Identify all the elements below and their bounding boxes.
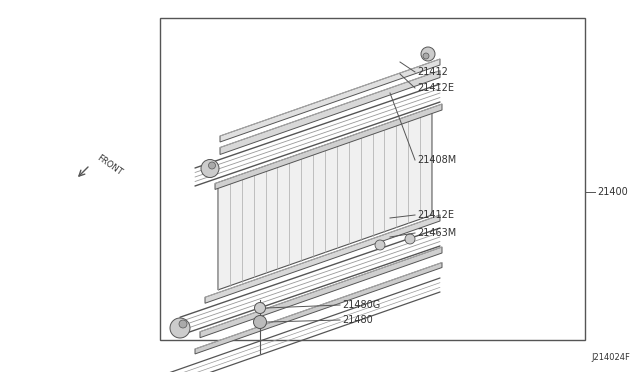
- Circle shape: [201, 160, 219, 177]
- Text: 21480: 21480: [342, 315, 372, 325]
- Polygon shape: [215, 104, 442, 189]
- Text: 21408M: 21408M: [417, 155, 456, 165]
- Circle shape: [209, 162, 216, 169]
- Circle shape: [179, 320, 187, 328]
- Circle shape: [405, 234, 415, 244]
- Polygon shape: [220, 59, 440, 142]
- Circle shape: [255, 302, 266, 314]
- Circle shape: [421, 47, 435, 61]
- Polygon shape: [205, 215, 440, 303]
- Polygon shape: [195, 263, 442, 354]
- Circle shape: [170, 318, 190, 338]
- Text: 21412E: 21412E: [417, 83, 454, 93]
- Polygon shape: [200, 247, 442, 338]
- Text: FRONT: FRONT: [95, 153, 124, 177]
- Text: 21480G: 21480G: [342, 300, 380, 310]
- Text: J214024F: J214024F: [591, 353, 630, 362]
- Circle shape: [375, 240, 385, 250]
- Bar: [160, 18, 585, 340]
- Text: 21412: 21412: [417, 67, 448, 77]
- Polygon shape: [218, 108, 432, 290]
- Circle shape: [423, 53, 429, 59]
- Text: 21463M: 21463M: [417, 228, 456, 238]
- Text: 21412E: 21412E: [417, 210, 454, 220]
- Polygon shape: [220, 71, 440, 154]
- Circle shape: [253, 315, 266, 328]
- Text: 21400: 21400: [597, 187, 628, 197]
